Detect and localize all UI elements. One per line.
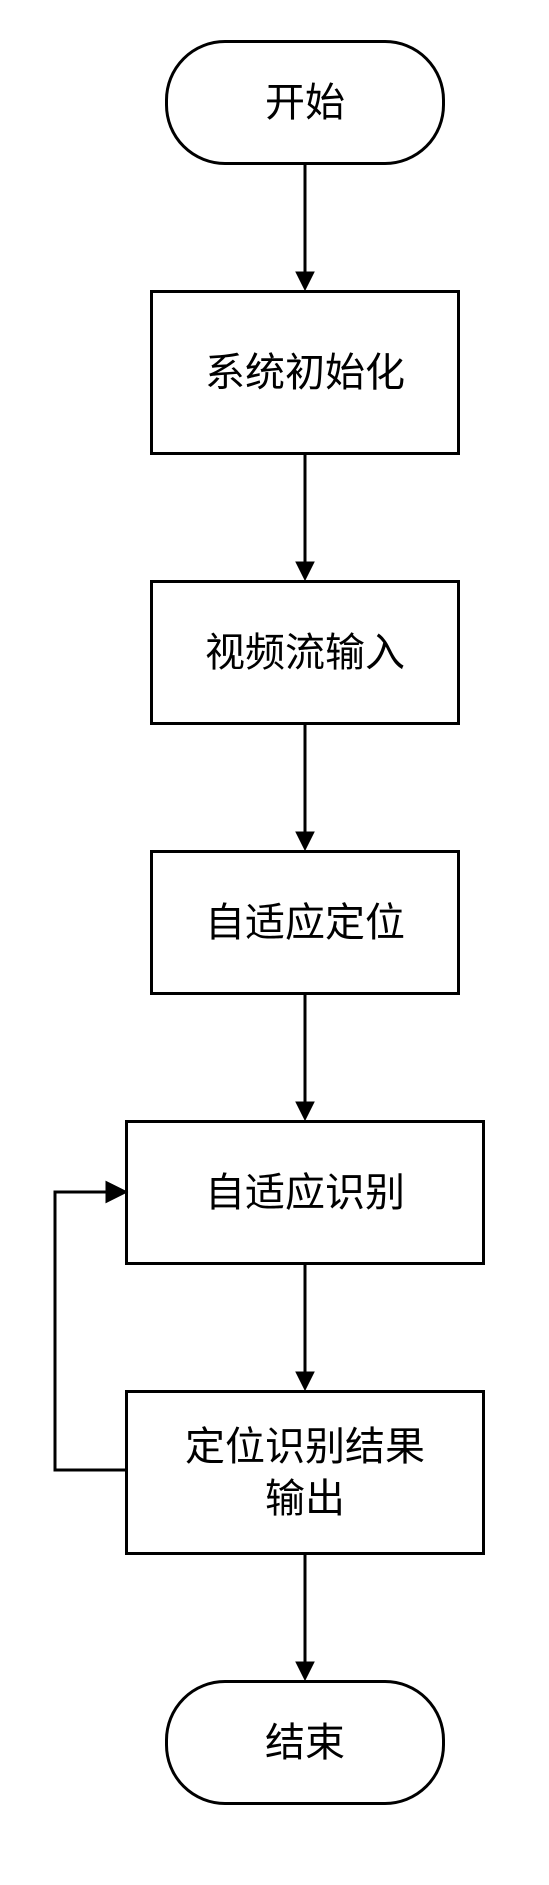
adaptive-locate-node: 自适应定位 [150,850,460,995]
end-node: 结束 [165,1680,445,1805]
start-node: 开始 [165,40,445,165]
arrow-start-init [290,165,320,290]
end-label: 结束 [265,1717,345,1769]
adaptive-recognize-label: 自适应识别 [205,1167,405,1219]
arrow-video-locate [290,725,320,850]
flowchart-container: 开始 系统初始化 视频流输入 自适应定位 自适应识别 定位识 [0,0,549,1885]
output-label: 定位识别结果 输出 [185,1421,425,1525]
init-label: 系统初始化 [205,347,405,399]
output-node: 定位识别结果 输出 [125,1390,485,1555]
arrow-recognize-output [290,1265,320,1390]
loop-arrow [40,1180,135,1480]
arrow-init-video [290,455,320,580]
arrow-output-end [290,1555,320,1680]
video-input-node: 视频流输入 [150,580,460,725]
adaptive-locate-label: 自适应定位 [205,897,405,949]
video-input-label: 视频流输入 [205,627,405,679]
init-node: 系统初始化 [150,290,460,455]
arrow-locate-recognize [290,995,320,1120]
adaptive-recognize-node: 自适应识别 [125,1120,485,1265]
start-label: 开始 [265,77,345,129]
